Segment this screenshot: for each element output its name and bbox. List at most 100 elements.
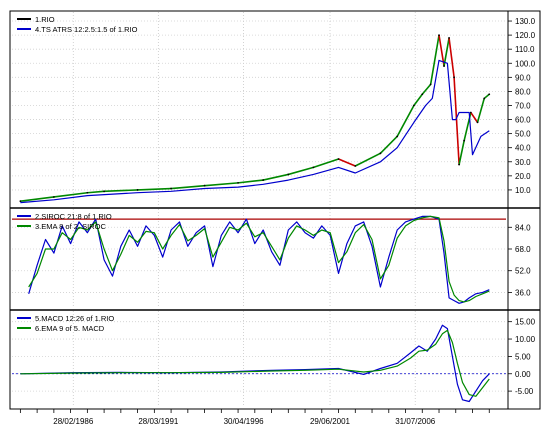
- y-tick-label: 60.0: [515, 116, 531, 125]
- price-point: [488, 93, 491, 96]
- x-tick-label: 28/03/1991: [138, 417, 179, 426]
- y-tick-label: 36.0: [515, 288, 531, 297]
- panel-series-group: [19, 34, 491, 204]
- price-segment: [171, 184, 205, 190]
- y-tick-label: 68.0: [515, 245, 531, 254]
- y-tick-label: 40.0: [515, 144, 531, 153]
- price-segment: [313, 158, 339, 169]
- price-point: [476, 121, 479, 124]
- price-point: [19, 200, 22, 203]
- price-point: [287, 173, 290, 176]
- series-line: [20, 59, 490, 204]
- price-segment: [429, 34, 440, 85]
- x-tick-label: 29/06/2001: [310, 417, 351, 426]
- chart-frame: [9, 10, 541, 410]
- price-point: [136, 189, 139, 191]
- price-segment: [379, 135, 398, 154]
- price-segment: [354, 152, 381, 167]
- x-tick-label: 30/04/1996: [224, 417, 265, 426]
- price-point: [170, 187, 172, 190]
- price-point: [469, 111, 472, 114]
- price-point: [448, 37, 450, 39]
- price-segment: [470, 112, 479, 123]
- price-point: [52, 196, 55, 198]
- series-line: [28, 215, 490, 303]
- legend-label: 1.RIO: [35, 15, 55, 24]
- y-tick-label: 50.0: [515, 130, 531, 139]
- price-point: [463, 139, 466, 142]
- y-tick-label: 15.00: [515, 318, 536, 327]
- price-point: [412, 104, 415, 107]
- price-point: [354, 165, 357, 167]
- y-tick-label: 130.0: [515, 17, 536, 26]
- axis-layer: 28/02/1986 28/03/1991 30/04/1996 29/06/2001…: [19, 17, 536, 426]
- price-point: [237, 181, 239, 184]
- price-point: [443, 65, 445, 67]
- legend-label: 2.SIROC 21:8 of 1.RIO: [35, 212, 112, 221]
- legend-label: 3.EMA 8 of 2. SIROC: [35, 222, 106, 231]
- series-layer: [19, 34, 491, 403]
- price-segment: [288, 166, 314, 176]
- y-tick-label: 10.0: [515, 186, 531, 195]
- y-tick-label: 70.0: [515, 101, 531, 110]
- y-tick-label: 84.0: [515, 223, 531, 232]
- price-point: [458, 163, 461, 166]
- y-tick-label: 5.00: [515, 352, 531, 361]
- price-segment: [413, 93, 423, 106]
- gridlines: [12, 12, 506, 407]
- panel-series-group: [20, 324, 490, 403]
- series-line: [20, 329, 490, 397]
- price-segment: [443, 37, 450, 67]
- y-tick-label: 0.00: [515, 370, 531, 379]
- panel-series-group: [28, 215, 490, 304]
- legend-label: 6.EMA 9 of 5. MACD: [35, 324, 105, 333]
- price-point: [86, 191, 89, 194]
- x-tick-label: 28/02/1986: [53, 417, 94, 426]
- price-point: [421, 93, 424, 96]
- price-point: [337, 158, 340, 160]
- x-tick-label: 31/07/2006: [395, 417, 436, 426]
- price-point: [453, 76, 455, 79]
- price-segment: [237, 179, 264, 184]
- price-point: [203, 184, 206, 187]
- price-segment: [104, 189, 138, 193]
- price-point: [379, 152, 382, 155]
- legend-label: 4.TS ATRS 12:2.5:1.5 of 1.RIO: [35, 25, 138, 34]
- y-tick-label: 110.0: [515, 45, 535, 54]
- price-segment: [396, 105, 415, 137]
- price-segment: [458, 140, 465, 165]
- y-tick-label: -5.00: [515, 387, 534, 396]
- price-segment: [263, 173, 289, 181]
- price-segment: [483, 93, 490, 100]
- price-segment: [453, 77, 460, 165]
- price-point: [396, 135, 399, 138]
- price-segment: [204, 182, 239, 187]
- legend-label: 5.MACD 12:26 of 1.RIO: [35, 314, 114, 323]
- price-segment: [421, 83, 432, 95]
- price-point: [438, 34, 440, 37]
- price-point: [429, 83, 432, 86]
- y-tick-label: 90.0: [515, 73, 531, 82]
- y-tick-label: 80.0: [515, 87, 531, 96]
- price-point: [483, 97, 486, 100]
- price-segment: [20, 196, 54, 202]
- price-point: [312, 166, 315, 169]
- price-segment: [137, 187, 172, 191]
- y-tick-label: 20.0: [515, 172, 531, 181]
- y-tick-label: 120.0: [515, 31, 536, 40]
- y-tick-label: 30.0: [515, 158, 531, 167]
- price-segment: [87, 190, 105, 194]
- price-segment: [448, 37, 455, 78]
- y-tick-label: 52.0: [515, 267, 531, 276]
- price-segment: [338, 158, 356, 167]
- price-segment: [476, 98, 486, 123]
- price-point: [262, 179, 265, 181]
- y-tick-label: 100.0: [515, 59, 536, 68]
- price-point: [103, 190, 106, 193]
- price-segment: [53, 191, 88, 198]
- y-tick-label: 10.00: [515, 335, 536, 344]
- price-segment: [438, 34, 445, 67]
